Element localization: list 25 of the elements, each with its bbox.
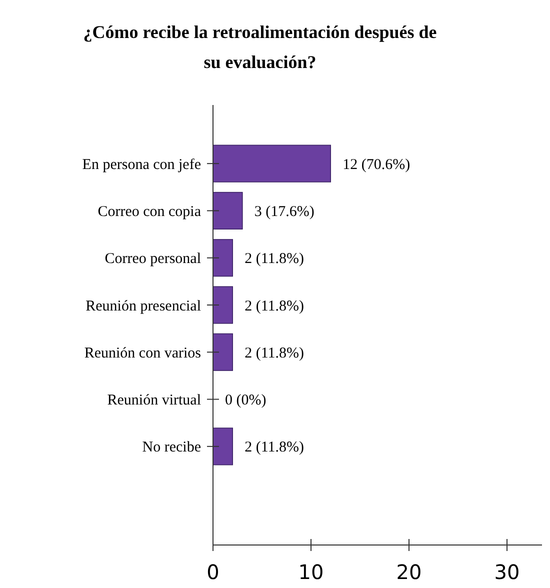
data-label: 2 (11.8%) (244, 440, 304, 456)
data-label: 2 (11.8%) (244, 345, 304, 362)
y-tick-label: Correo personal (104, 251, 201, 268)
x-tick-label: 20 (396, 560, 422, 584)
x-tick-label: 10 (298, 560, 324, 584)
y-tick-label: Reunión presencial (86, 298, 201, 314)
bar (212, 286, 233, 324)
bar (212, 144, 331, 182)
chart-title: ¿Cómo recibe la retroalimentación después de su evaluación? (83, 22, 437, 72)
y-tick-label: No recibe (142, 440, 202, 456)
bar (212, 333, 233, 371)
bar (212, 239, 233, 277)
x-tick-label: 0 (206, 560, 220, 584)
y-tick-label: En persona con jefe (82, 156, 202, 173)
data-label: 0 (0%) (225, 392, 266, 409)
x-tick-label: 30 (494, 560, 520, 584)
data-label: 3 (17.6%) (254, 204, 314, 220)
bar (212, 192, 243, 230)
data-label: 12 (70.6%) (342, 156, 410, 173)
y-tick-label: Correo con copia (98, 204, 202, 220)
y-tick-label: Reunión virtual (107, 392, 201, 409)
data-label: 2 (11.8%) (244, 251, 304, 268)
y-tick-label: Reunión con varios (84, 345, 202, 362)
data-label: 2 (11.8%) (244, 298, 304, 314)
bar (212, 428, 233, 466)
